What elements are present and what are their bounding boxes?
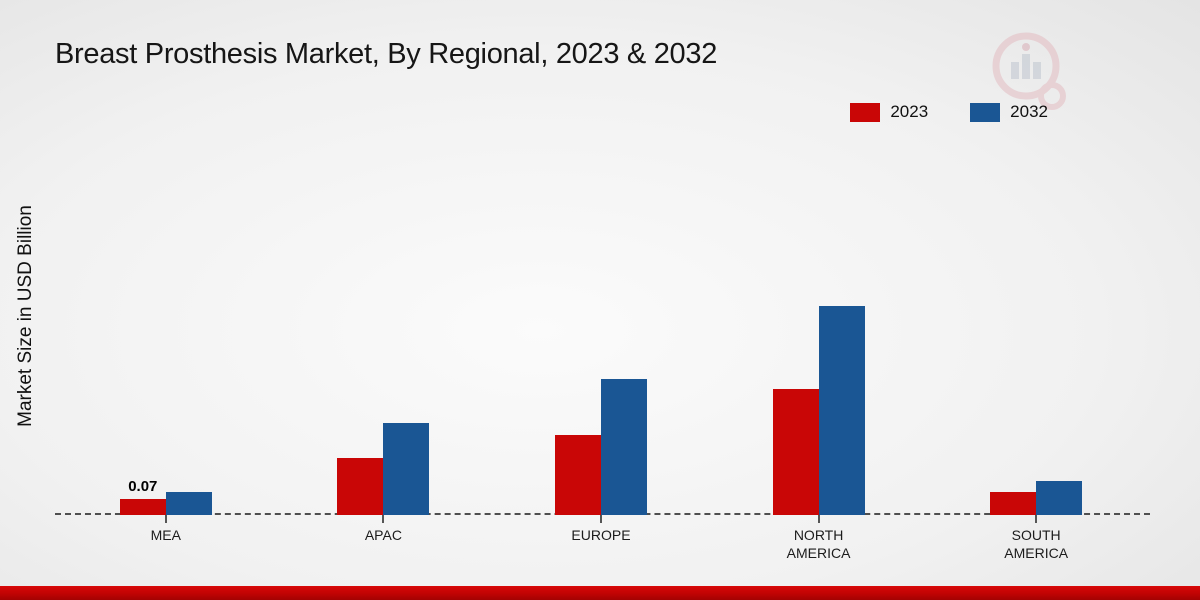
legend-item-2032: 2032 bbox=[970, 102, 1048, 122]
bar-group-mea: 0.07 MEA bbox=[57, 478, 275, 543]
brand-watermark-icon bbox=[990, 30, 1068, 119]
legend-swatch-2023 bbox=[850, 102, 881, 122]
bar-2032-north-america bbox=[818, 305, 865, 515]
category-label: MEA bbox=[150, 527, 181, 543]
category-label: EUROPE bbox=[571, 527, 631, 543]
bar-2032-mea bbox=[165, 492, 212, 515]
bar-2032-europe bbox=[600, 379, 647, 515]
bar-2023-mea: 0.07 bbox=[119, 478, 166, 515]
bar-2023-europe bbox=[554, 434, 601, 515]
bar-group-north-america: NORTH AMERICA bbox=[710, 305, 928, 561]
legend: 2023 2032 bbox=[850, 102, 1048, 122]
bar-group-europe: EUROPE bbox=[492, 379, 710, 543]
legend-label-2023: 2023 bbox=[890, 102, 929, 121]
axis-tick bbox=[1035, 515, 1038, 523]
axis-tick bbox=[817, 515, 820, 523]
bar-group-apac: APAC bbox=[275, 423, 493, 543]
bar-2023-south-america bbox=[990, 492, 1037, 515]
footer-red-bar bbox=[0, 586, 1200, 600]
bar-2023-north-america bbox=[772, 388, 819, 515]
category-label: APAC bbox=[364, 527, 402, 543]
axis-tick bbox=[164, 515, 167, 523]
axis-tick bbox=[599, 515, 602, 523]
bar-2032-south-america bbox=[1036, 480, 1083, 515]
category-label: SOUTH AMERICA bbox=[1004, 527, 1069, 561]
bar-group-south-america: SOUTH AMERICA bbox=[927, 480, 1145, 561]
bar-2023-apac bbox=[337, 457, 384, 515]
axis-tick bbox=[382, 515, 385, 523]
y-axis-label: Market Size in USD Billion bbox=[15, 205, 36, 427]
chart-title: Breast Prosthesis Market, By Regional, 2… bbox=[55, 38, 718, 70]
bar-2032-apac bbox=[383, 423, 430, 515]
legend-item-2023: 2023 bbox=[850, 102, 928, 122]
legend-swatch-2032 bbox=[970, 102, 1001, 122]
legend-label-2032: 2032 bbox=[1010, 102, 1048, 121]
plot-area: 0.07 MEA APAC EUROPE NORTH AMERICA SOUTH AMER… bbox=[57, 285, 1145, 561]
bar-value-label: 0.07 bbox=[128, 477, 158, 495]
category-label: NORTH AMERICA bbox=[786, 527, 851, 561]
